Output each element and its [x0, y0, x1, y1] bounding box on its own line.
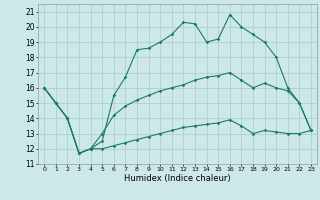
- X-axis label: Humidex (Indice chaleur): Humidex (Indice chaleur): [124, 174, 231, 183]
